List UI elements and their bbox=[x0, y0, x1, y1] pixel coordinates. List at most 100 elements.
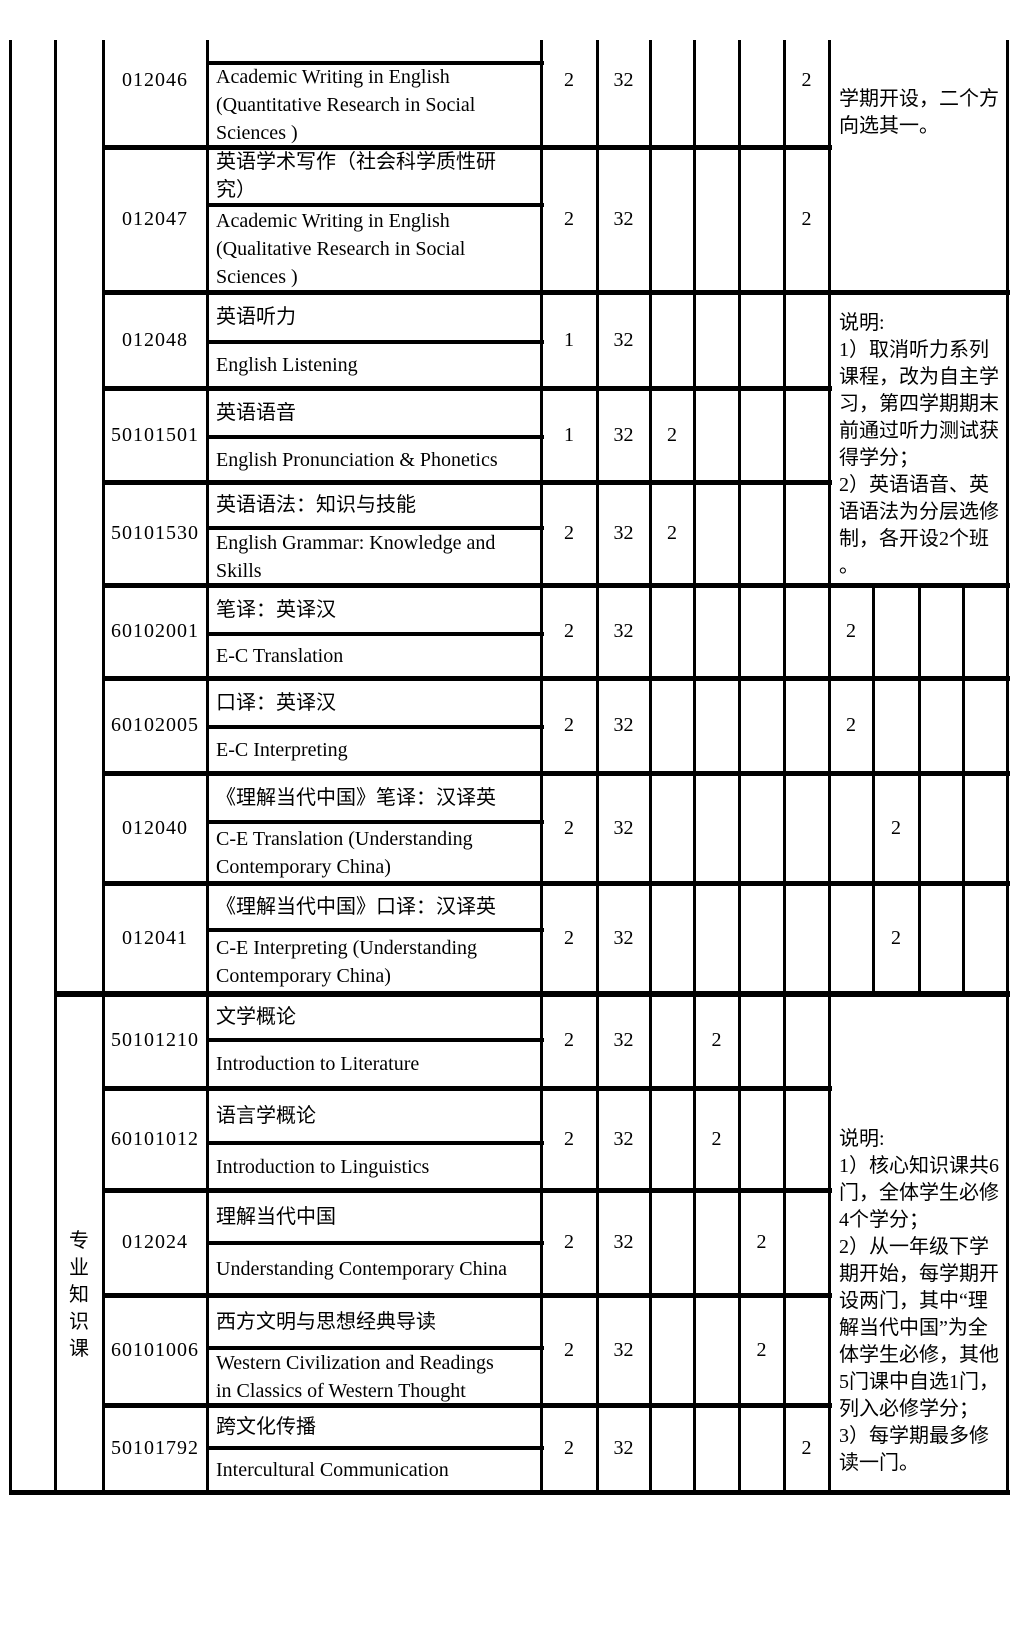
grid-line bbox=[102, 290, 1010, 295]
grid-line bbox=[206, 435, 544, 439]
grid-line bbox=[102, 583, 1010, 588]
course-name-en: Academic Writing in English (Qualitative… bbox=[216, 209, 466, 288]
credits-value: 1 bbox=[564, 423, 574, 446]
course-name-en: English Pronunciation & Phonetics bbox=[216, 448, 498, 471]
grid-line bbox=[206, 928, 544, 932]
course-code: 60102005 bbox=[111, 714, 199, 736]
course-code: 60102001 bbox=[111, 620, 199, 642]
hours-value: 32 bbox=[613, 714, 634, 736]
grid-line bbox=[54, 40, 57, 1494]
course-name-en: E-C Translation bbox=[216, 645, 344, 667]
hours-value: 32 bbox=[613, 1231, 634, 1253]
semester-mark: 2 bbox=[846, 620, 856, 642]
course-name-cn: 英语语音 bbox=[216, 401, 296, 424]
grid-line bbox=[206, 1241, 544, 1245]
course-code: 50101530 bbox=[111, 522, 199, 544]
course-code: 60101006 bbox=[111, 1338, 199, 1361]
grid-line bbox=[102, 480, 832, 485]
credits-value: 2 bbox=[564, 1437, 574, 1459]
course-code: 012024 bbox=[122, 1231, 188, 1253]
hours-value: 32 bbox=[613, 926, 634, 949]
grid-line bbox=[9, 1490, 1010, 1495]
hours-value: 32 bbox=[613, 328, 634, 351]
course-name-cn: 语言学概论 bbox=[216, 1104, 316, 1127]
credits-value: 2 bbox=[564, 1127, 574, 1150]
course-code: 012048 bbox=[122, 328, 188, 351]
hours-value: 32 bbox=[613, 423, 634, 446]
course-name-cn: 《理解当代中国》笔译：汉译英 bbox=[216, 786, 496, 809]
grid-line bbox=[206, 40, 209, 1494]
course-name-en: Understanding Contemporary China bbox=[216, 1258, 508, 1280]
grid-line bbox=[206, 1141, 544, 1145]
course-name-en: Introduction to Linguistics bbox=[216, 1155, 430, 1178]
credits-value: 2 bbox=[564, 926, 574, 949]
credits-value: 2 bbox=[564, 714, 574, 736]
note-text: 学期开设，二个方 向选其一。 bbox=[839, 88, 999, 137]
hours-value: 32 bbox=[613, 1029, 634, 1051]
semester-mark: 2 bbox=[801, 1437, 812, 1459]
grid-line bbox=[206, 725, 544, 729]
grid-line bbox=[738, 40, 741, 1494]
grid-line bbox=[102, 881, 1010, 886]
semester-mark: 2 bbox=[801, 208, 812, 230]
grid-line bbox=[9, 40, 12, 1494]
course-code: 50101792 bbox=[111, 1437, 199, 1459]
grid-line bbox=[783, 40, 786, 1494]
course-name-en: C-E Translation (Understanding Contempor… bbox=[216, 827, 473, 878]
semester-mark: 2 bbox=[756, 1231, 767, 1253]
grid-line bbox=[649, 40, 652, 1494]
semester-mark: 2 bbox=[891, 926, 901, 949]
semester-mark: 2 bbox=[846, 714, 856, 736]
group-label-vertical: 专 业 知 识 课 bbox=[69, 1230, 89, 1360]
course-name-en: Intercultural Communication bbox=[216, 1459, 449, 1481]
credits-value: 2 bbox=[564, 1338, 574, 1361]
course-name-en: E-C Interpreting bbox=[216, 739, 348, 761]
semester-mark: 2 bbox=[667, 522, 677, 544]
grid-line bbox=[54, 991, 1010, 997]
grid-line bbox=[102, 386, 832, 391]
grid-line bbox=[828, 40, 831, 1494]
grid-line bbox=[102, 1188, 832, 1193]
grid-line bbox=[206, 203, 544, 207]
grid-line bbox=[1006, 40, 1009, 1494]
course-name-cn: 英语语法：知识与技能 bbox=[216, 494, 416, 516]
credits-value: 2 bbox=[564, 208, 574, 230]
course-code: 50101501 bbox=[111, 423, 199, 446]
credits-value: 2 bbox=[564, 1029, 574, 1051]
course-name-cn: 理解当代中国 bbox=[216, 1205, 336, 1228]
semester-mark: 2 bbox=[667, 423, 677, 446]
credits-value: 2 bbox=[564, 1231, 574, 1253]
course-name-cn: 西方文明与思想经典导读 bbox=[216, 1310, 436, 1333]
hours-value: 32 bbox=[613, 208, 634, 230]
hours-value: 32 bbox=[613, 522, 634, 544]
course-name-cn: 文学概论 bbox=[216, 1005, 296, 1028]
course-code: 012041 bbox=[122, 926, 188, 949]
grid-line bbox=[102, 676, 1010, 681]
hours-value: 32 bbox=[613, 69, 634, 91]
semester-mark: 2 bbox=[891, 816, 901, 839]
semester-mark: 2 bbox=[801, 69, 812, 91]
grid-line bbox=[206, 1446, 544, 1450]
course-code: 50101210 bbox=[111, 1029, 199, 1051]
grid-line bbox=[918, 585, 921, 995]
credits-value: 2 bbox=[564, 620, 574, 642]
course-name-en: C-E Interpreting (Understanding Contempo… bbox=[216, 936, 478, 987]
course-name-cn: 英语学术写作（社会科学质性研 究） bbox=[216, 151, 496, 201]
course-name-en: Western Civilization and Readings in Cla… bbox=[216, 1351, 494, 1402]
grid-line bbox=[206, 340, 544, 344]
grid-line bbox=[102, 145, 832, 150]
course-name-en: Academic Writing in English (Quantitativ… bbox=[216, 66, 476, 144]
grid-line bbox=[102, 1086, 832, 1091]
grid-line bbox=[102, 1403, 832, 1408]
course-code: 012046 bbox=[122, 69, 188, 91]
course-code: 012040 bbox=[122, 816, 188, 839]
course-name-cn: 笔译：英译汉 bbox=[216, 598, 336, 621]
grid-line bbox=[206, 1346, 544, 1350]
grid-line bbox=[206, 1038, 544, 1042]
course-name-en: Introduction to Literature bbox=[216, 1053, 420, 1075]
grid-line bbox=[206, 632, 544, 636]
note-knowledge-courses: 说明: 1）核心知识课共6 门，全体学生必修 4个学分； 2）从一年级下学 期开… bbox=[839, 1128, 999, 1474]
course-code: 60101012 bbox=[111, 1127, 199, 1150]
grid-line bbox=[102, 1293, 832, 1298]
